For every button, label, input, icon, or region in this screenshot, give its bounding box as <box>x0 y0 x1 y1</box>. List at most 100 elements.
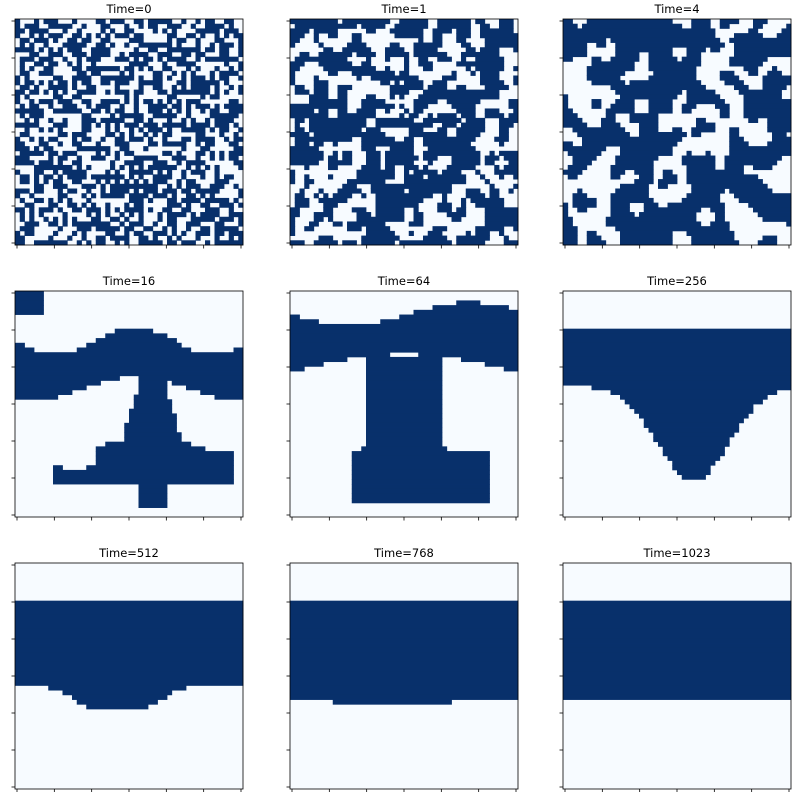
panel-title: Time=768 <box>373 546 434 560</box>
lattice-cell-run <box>19 216 25 222</box>
lattice-cell-run <box>62 103 78 109</box>
lattice-cell-run <box>238 84 244 91</box>
lattice-cell-run <box>86 704 149 710</box>
lattice-cell-run <box>224 61 230 67</box>
lattice-cell-run <box>219 127 230 133</box>
lattice-cell-run <box>15 47 35 53</box>
lattice-cell-run <box>290 633 519 639</box>
lattice-cell-run <box>681 474 706 480</box>
lattice-cell-run <box>290 174 296 180</box>
lattice-cell-run <box>658 441 730 447</box>
lattice-cell-run <box>176 99 182 105</box>
lattice-cell-run <box>337 89 348 95</box>
lattice-cell-run <box>563 356 792 363</box>
lattice-cell-run <box>601 122 621 128</box>
lattice-cell-run <box>43 216 49 222</box>
lattice-cell-run <box>200 108 206 114</box>
lattice-cell-run <box>119 103 125 109</box>
lattice-cell-run <box>100 188 106 194</box>
lattice-cell-run <box>205 164 211 171</box>
lattice-cell-run <box>366 375 443 381</box>
lattice-cell-run <box>563 240 578 246</box>
lattice-cell-run <box>351 37 362 43</box>
lattice-cell-run <box>356 108 376 114</box>
lattice-cell-run <box>133 188 139 194</box>
lattice-cell-run <box>446 212 467 218</box>
lattice-cell-run <box>19 84 30 91</box>
lattice-cell-run <box>86 197 92 204</box>
lattice-cell-run <box>200 193 206 199</box>
lattice-cell-run <box>503 155 519 161</box>
lattice-cell-run <box>224 28 239 34</box>
lattice-cell-run <box>195 155 201 161</box>
lattice-cell-run <box>686 99 725 105</box>
lattice-cell-run <box>167 75 173 81</box>
lattice-cell-run <box>219 132 225 138</box>
lattice-cell-run <box>34 117 40 123</box>
lattice-cell-run <box>57 80 68 86</box>
lattice-cell-run <box>620 230 673 236</box>
lattice-cell-run <box>186 103 192 109</box>
lattice-cell-run <box>167 117 173 123</box>
lattice-cell-run <box>437 23 471 29</box>
lattice-cell-run <box>648 61 702 67</box>
lattice-cell-run <box>57 174 63 180</box>
lattice-cell-run <box>57 155 68 161</box>
lattice-cell-run <box>138 212 144 218</box>
lattice-cell-run <box>228 230 244 236</box>
lattice-cell-run <box>361 103 395 109</box>
lattice-cell-run <box>408 221 424 227</box>
lattice-cell-run <box>48 47 54 53</box>
lattice-cell-run <box>143 146 149 152</box>
lattice-cell-run <box>309 117 367 123</box>
lattice-cell-run <box>499 132 509 138</box>
lattice-cell-run <box>95 446 206 452</box>
lattice-cell-run <box>53 183 68 189</box>
lattice-cell-run <box>15 680 244 686</box>
lattice-cell-run <box>162 66 173 72</box>
lattice-cell-run <box>480 80 505 86</box>
lattice-cell-run <box>43 146 54 152</box>
lattice-cell-run <box>323 202 338 208</box>
lattice-cell-run <box>57 127 63 133</box>
lattice-cell-run <box>572 160 592 166</box>
lattice-cell-run <box>167 47 201 53</box>
lattice-cell-run <box>138 502 168 508</box>
lattice-cell-run <box>195 37 201 43</box>
lattice-cell-run <box>499 122 514 128</box>
lattice-cell-run <box>186 226 192 232</box>
lattice-cell-run <box>114 80 130 86</box>
lattice-cell-run <box>437 19 471 25</box>
lattice-cell-run <box>171 230 177 236</box>
lattice-cell-run <box>446 99 481 105</box>
lattice-cell-run <box>318 235 334 241</box>
lattice-cell-run <box>710 221 730 227</box>
lattice-cell-run <box>124 216 130 222</box>
lattice-cell-run <box>404 56 410 62</box>
lattice-cell-run <box>95 455 234 461</box>
lattice-cell-run <box>456 33 471 39</box>
lattice-cell-run <box>29 136 35 142</box>
panel-title: Time=0 <box>105 2 151 16</box>
lattice-cell-run <box>586 66 635 72</box>
lattice-cell-run <box>610 202 630 208</box>
lattice-cell-run <box>15 75 21 81</box>
lattice-cell-run <box>67 174 87 180</box>
panel-title: Time=16 <box>102 274 155 288</box>
lattice-cell-run <box>313 75 319 81</box>
lattice-cell-run <box>95 226 120 232</box>
lattice-cell-run <box>219 42 234 48</box>
lattice-cell-run <box>385 47 405 53</box>
lattice-cell-run <box>639 127 659 133</box>
lattice-cell-run <box>342 150 353 156</box>
lattice-cell-run <box>138 493 168 499</box>
lattice-cell-run <box>190 84 211 91</box>
lattice-cell-run <box>91 216 101 222</box>
lattice-cell-run <box>494 164 500 171</box>
lattice-cell-run <box>634 408 754 414</box>
lattice-cell-run <box>152 235 158 241</box>
lattice-cell-run <box>15 605 244 611</box>
lattice-cell-run <box>591 56 602 62</box>
lattice-cell-run <box>366 94 376 100</box>
lattice-cell-run <box>233 347 244 353</box>
